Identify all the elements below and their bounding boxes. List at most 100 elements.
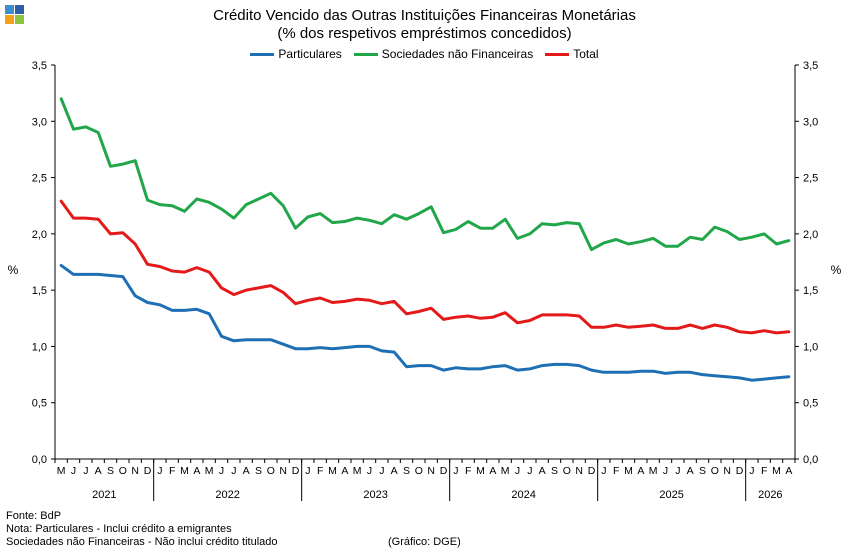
x-tick-label: D (440, 465, 448, 477)
y-tick-label-left: 2,0 (32, 229, 47, 241)
x-tick-label: M (57, 465, 66, 477)
chart-credit: (Gráfico: DGE) (388, 536, 461, 548)
x-tick-label: J (675, 465, 680, 477)
series-line-particulares (59, 263, 791, 382)
legend-item-total: Total (545, 47, 599, 61)
x-tick-label: O (415, 465, 423, 477)
y-tick-label-right: 1,0 (803, 341, 818, 353)
x-tick-label: F (613, 465, 619, 477)
y-tick-label-right: 3,5 (803, 60, 818, 72)
x-tick-label: D (144, 465, 152, 477)
x-tick-label: N (131, 465, 139, 477)
x-tick-label: A (637, 465, 644, 477)
x-tick-label: D (736, 465, 744, 477)
x-tick-label: A (489, 465, 496, 477)
x-tick-label: O (119, 465, 127, 477)
y-axis-label-left: % (8, 263, 19, 277)
x-tick-label: N (427, 465, 435, 477)
x-tick-label: N (575, 465, 583, 477)
y-axis-label-right: % (831, 263, 842, 277)
year-label: 2021 (92, 489, 116, 501)
x-tick-label: J (663, 465, 668, 477)
x-tick-label: J (453, 465, 458, 477)
legend-item-particulares: Particulares (250, 47, 342, 61)
legend-label-particulares: Particulares (278, 47, 342, 61)
x-tick-label: J (157, 465, 162, 477)
x-tick-label: M (501, 465, 510, 477)
x-tick-label: S (403, 465, 410, 477)
series-line-total (59, 199, 791, 335)
x-tick-label: J (71, 465, 76, 477)
chart-legend: Particulares Sociedades não Financeiras … (0, 47, 849, 61)
bdp-logo-icon (5, 5, 25, 25)
y-tick-label-left: 3,0 (32, 116, 47, 128)
y-tick-label-right: 0,0 (803, 454, 818, 466)
x-tick-label: J (527, 465, 532, 477)
year-label: 2023 (363, 489, 387, 501)
x-tick-label: M (328, 465, 337, 477)
note-particulares: Nota: Particulares - Inclui crédito a em… (6, 523, 232, 535)
x-tick-label: O (267, 465, 275, 477)
x-tick-label: J (305, 465, 310, 477)
year-label: 2026 (758, 489, 782, 501)
x-tick-label: A (341, 465, 348, 477)
x-tick-label: M (772, 465, 781, 477)
logo-square-green (15, 15, 24, 24)
note-sociedades: Sociedades não Financeiras - Não inclui … (6, 536, 278, 548)
x-tick-label: S (551, 465, 558, 477)
legend-label-sociedades: Sociedades não Financeiras (381, 47, 534, 61)
x-tick-label: A (193, 465, 200, 477)
x-tick-label: F (465, 465, 471, 477)
y-tick-label-left: 3,5 (32, 60, 47, 72)
x-tick-label: M (205, 465, 214, 477)
x-tick-label: J (749, 465, 754, 477)
x-tick-label: S (699, 465, 706, 477)
x-tick-label: M (353, 465, 362, 477)
x-tick-label: F (169, 465, 175, 477)
y-tick-label-right: 0,5 (803, 398, 818, 410)
legend-swatch-particulares (250, 52, 275, 56)
x-tick-label: D (588, 465, 596, 477)
y-tick-label-right: 3,0 (803, 116, 818, 128)
year-label: 2022 (215, 489, 239, 501)
source-note: Fonte: BdP (6, 510, 62, 522)
legend-swatch-total (545, 52, 570, 56)
x-tick-label: J (367, 465, 372, 477)
x-tick-label: A (95, 465, 102, 477)
x-tick-label: M (624, 465, 633, 477)
y-tick-label-left: 1,0 (32, 341, 47, 353)
legend-item-sociedades: Sociedades não Financeiras (353, 47, 534, 61)
x-tick-label: M (180, 465, 189, 477)
x-tick-label: J (219, 465, 224, 477)
y-tick-label-right: 2,5 (803, 173, 818, 185)
x-tick-label: O (711, 465, 719, 477)
year-label: 2024 (511, 489, 535, 501)
y-tick-label-left: 0,5 (32, 398, 47, 410)
x-tick-label: F (317, 465, 323, 477)
x-tick-label: S (255, 465, 262, 477)
series-line-sociedades (59, 97, 791, 252)
x-tick-label: A (391, 465, 398, 477)
chart-subtitle: (% dos respetivos empréstimos concedidos… (277, 25, 572, 42)
legend-swatch-sociedades (353, 52, 378, 56)
chart-title: Crédito Vencido das Outras Instituições … (213, 7, 636, 24)
year-label: 2025 (659, 489, 683, 501)
logo-square-blue (5, 5, 14, 14)
x-tick-label: J (83, 465, 88, 477)
x-tick-label: J (601, 465, 606, 477)
y-tick-label-left: 2,5 (32, 173, 47, 185)
y-tick-label-left: 1,5 (32, 285, 47, 297)
legend-label-total: Total (573, 47, 599, 61)
x-tick-label: N (723, 465, 731, 477)
y-tick-label-right: 2,0 (803, 229, 818, 241)
x-tick-label: O (563, 465, 571, 477)
y-tick-label-right: 1,5 (803, 285, 818, 297)
x-tick-label: A (539, 465, 546, 477)
x-tick-label: M (476, 465, 485, 477)
x-tick-label: J (379, 465, 384, 477)
x-tick-label: J (515, 465, 520, 477)
logo-square-orange (5, 15, 14, 24)
x-tick-label: S (107, 465, 114, 477)
x-tick-label: A (785, 465, 792, 477)
